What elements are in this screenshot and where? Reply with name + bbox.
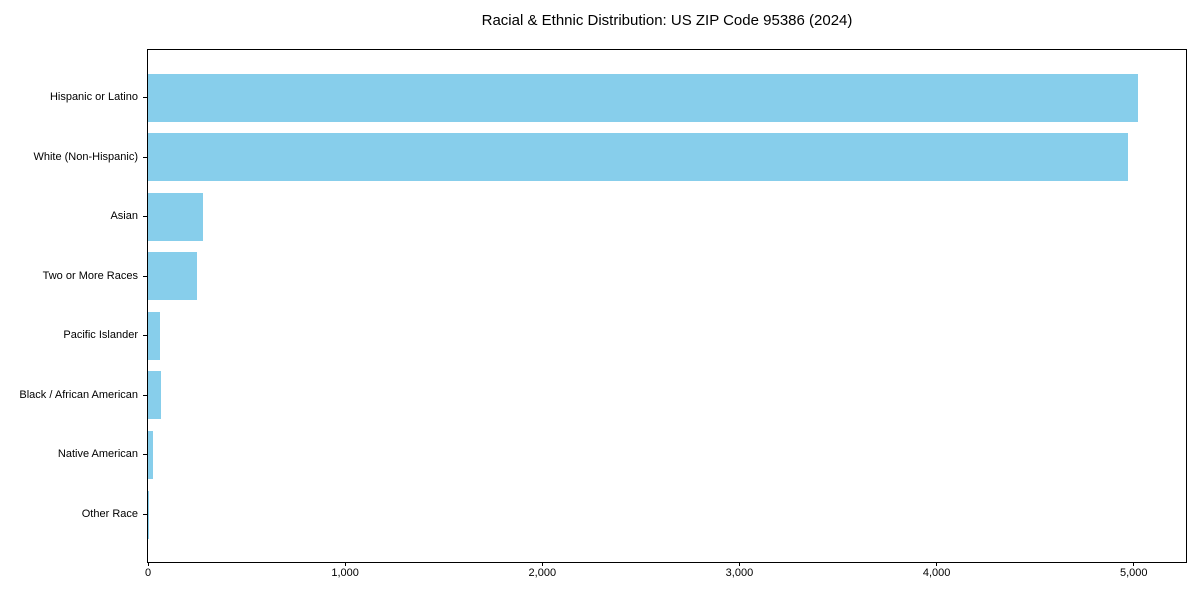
x-tick-label: 0 [144,567,152,579]
y-tick-mark [143,335,147,337]
x-tick-label: 2,000 [528,567,557,579]
bar-pacific-islander [148,311,161,360]
chart-title: Racial & Ethnic Distribution: US ZIP Cod… [481,12,853,29]
bar-hispanic-or-latino [148,73,1138,122]
bar-asian [148,192,204,241]
y-tick-mark [143,275,147,277]
y-tick-mark [143,156,147,158]
x-tick-label: 5,000 [1119,567,1148,579]
x-tick-mark [147,562,149,566]
x-tick-label: 1,000 [331,567,359,579]
y-tick-mark [143,514,147,515]
y-axis-label-hispanic-or-latino: Hispanic or Latino [49,91,138,103]
y-tick-mark [143,394,147,396]
x-tick-mark [738,562,740,566]
y-axis-label-white-non-hispanic: White (Non-Hispanic) [33,150,138,163]
y-tick-mark [143,97,147,98]
x-tick-mark [936,562,938,566]
bar-other-race [148,490,149,539]
y-axis-label-native-american: Native American [57,448,138,461]
bar-native-american [148,430,153,479]
y-axis-label-pacific-islander: Pacific Islander [63,329,138,342]
x-tick-label: 3,000 [725,567,754,579]
x-tick-mark [344,562,346,566]
y-axis-label-two-or-more-races: Two or More Races [42,269,138,282]
plot-area: Hispanic or Latino White (Non-Hispanic) As… [19,49,1187,579]
x-tick-mark [1133,562,1135,566]
bar-white-non-hispanic [148,133,1128,182]
x-tick-label: 4,000 [922,567,951,579]
x-tick-mark [541,562,543,566]
bar-black-african-american [148,371,161,420]
y-axis-label-other-race: Other Race [81,508,138,520]
y-axis-label-black-african-american: Black / African American [19,388,138,401]
bar-two-or-more-races [148,252,198,301]
y-tick-mark [143,454,147,456]
y-tick-mark [143,216,147,218]
y-axis-label-asian: Asian [110,210,138,223]
